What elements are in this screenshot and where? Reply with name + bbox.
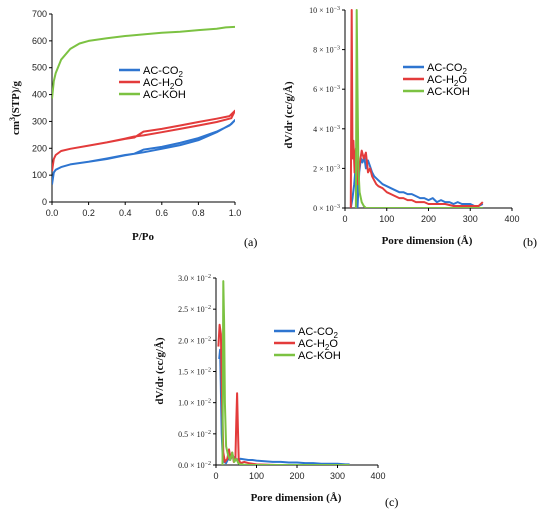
series-ac-koh-line xyxy=(52,25,235,99)
series-ac-co2-line xyxy=(349,155,484,208)
panel-a-ylabel: cm3(STP)/g xyxy=(8,80,22,135)
x-tick-label: 0 xyxy=(213,471,218,481)
y-tick-label: 0 xyxy=(42,197,47,207)
legend-label: AC-CO2 xyxy=(427,62,467,76)
y-tick-label: 100 xyxy=(32,170,47,180)
x-tick-label: 0.4 xyxy=(119,208,132,218)
x-tick-label: 300 xyxy=(330,471,345,481)
x-tick-label: 100 xyxy=(379,214,394,224)
x-tick-label: 400 xyxy=(504,214,519,224)
y-tick-label: 300 xyxy=(32,116,47,126)
y-tick-label: 10 × 10−3 xyxy=(309,6,340,15)
x-tick-label: 1.0 xyxy=(229,208,242,218)
panel-b-ylabel: dV/dr (cc/g/Å) xyxy=(283,81,295,149)
y-tick-label: 400 xyxy=(32,90,47,100)
legend-label: AC-KOH xyxy=(298,350,341,362)
legend-label: AC-KOH xyxy=(427,86,470,98)
panel-c: 0.0 × 10−2 0.5 × 10−2 1.0 × 10−2 1.5 × 10−2… xyxy=(154,274,398,509)
series-ac-h2o-line xyxy=(52,109,235,172)
y-tick-label: 8 × 10−3 xyxy=(313,46,340,55)
x-tick-label: 0 xyxy=(342,214,347,224)
legend-label: AC-CO2 xyxy=(143,65,183,79)
x-tick-label: 200 xyxy=(421,214,436,224)
panel-c-label: (c) xyxy=(385,495,398,509)
y-tick-label: 3.0 × 10−2 xyxy=(178,274,211,283)
x-tick-label: 400 xyxy=(370,471,385,481)
panel-a-xlabel: P/Po xyxy=(132,231,154,243)
y-tick-label: 0.5 × 10−2 xyxy=(178,430,211,439)
x-tick-label: 200 xyxy=(289,471,304,481)
y-tick-label: 600 xyxy=(32,36,47,46)
y-tick-label: 6 × 10−3 xyxy=(313,85,340,94)
y-tick-label: 2.5 × 10−2 xyxy=(178,305,211,314)
y-tick-label: 700 xyxy=(32,9,47,19)
x-tick-label: 300 xyxy=(463,214,478,224)
series-ac-koh-line xyxy=(221,280,350,465)
series-ac-co2-line xyxy=(52,119,235,185)
series-ac-h2o-line xyxy=(349,9,484,208)
y-tick-label: 0 × 10−3 xyxy=(313,204,340,213)
y-tick-label: 200 xyxy=(32,143,47,153)
series-ac-koh-line xyxy=(354,9,483,208)
y-tick-label: 1.0 × 10−2 xyxy=(178,399,211,408)
y-tick-label: 2 × 10−3 xyxy=(313,164,340,173)
panel-a: 0 100 200 300 400 500 600 700 0.0 0.2 0.4 0.6 0.8 1.… xyxy=(8,9,257,249)
y-tick-label: 4 × 10−3 xyxy=(313,125,340,134)
x-tick-label: 0.8 xyxy=(192,208,205,218)
panel-b: 0 × 10−3 2 × 10−3 4 × 10−3 6 × 10−3 8 × 10−3… xyxy=(283,6,537,249)
panel-b-xlabel: Pore dimension (Å) xyxy=(382,235,473,247)
panel-a-label: (a) xyxy=(244,235,257,249)
y-tick-label: 1.5 × 10−2 xyxy=(178,368,211,377)
panel-c-ylabel: dV/dr (cc/g/Å) xyxy=(154,337,166,405)
x-tick-label: 0.2 xyxy=(82,208,95,218)
x-tick-label: 100 xyxy=(249,471,264,481)
y-tick-label: 500 xyxy=(32,63,47,73)
panel-b-label: (b) xyxy=(523,235,537,249)
legend-label: AC-KOH xyxy=(143,89,186,101)
x-tick-label: 0.0 xyxy=(46,208,59,218)
panel-c-xlabel: Pore dimension (Å) xyxy=(251,492,342,504)
x-tick-label: 0.6 xyxy=(156,208,169,218)
y-tick-label: 2.0 × 10−2 xyxy=(178,336,211,345)
legend-label: AC-CO2 xyxy=(298,326,338,340)
y-tick-label: 0.0 × 10−2 xyxy=(178,461,211,470)
